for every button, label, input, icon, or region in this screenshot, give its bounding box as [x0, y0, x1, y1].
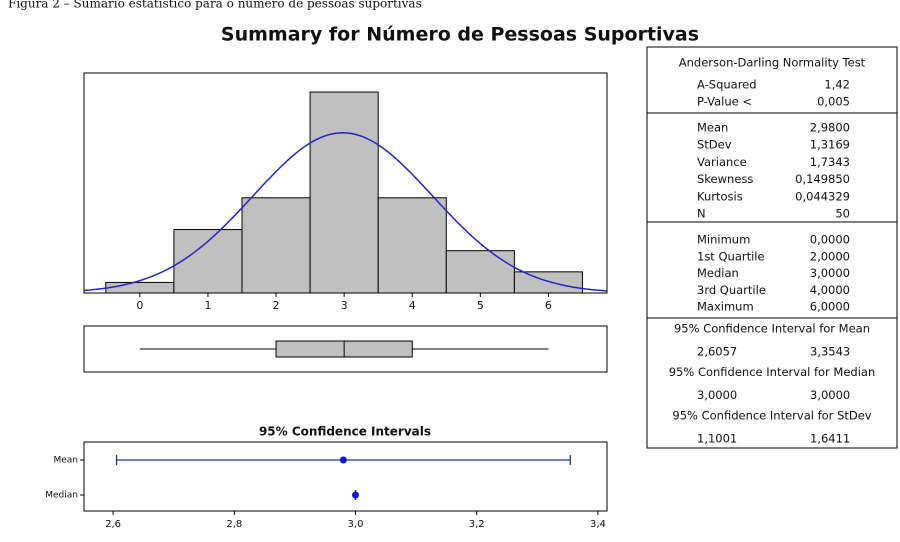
stat-name: Variance [697, 155, 747, 169]
stat-name: A-Squared [697, 78, 757, 92]
stat-value: 0,0000 [810, 233, 850, 247]
stat-name: Median [697, 266, 739, 280]
stat-name: 1st Quartile [697, 249, 765, 263]
stat-name: Mean [697, 121, 728, 135]
x-tick-label: 2 [273, 299, 280, 312]
normal-curve [83, 132, 608, 292]
bar [105, 281, 175, 294]
bar [173, 229, 243, 294]
x-tick-label: 6 [545, 299, 552, 312]
stat-value: 2,9800 [810, 121, 850, 135]
stat-value: 2,0000 [810, 249, 850, 263]
stat-value: 0,044329 [795, 189, 850, 203]
interval-upper: 3,3543 [810, 345, 850, 359]
interval-lower: 2,6057 [697, 345, 737, 359]
x-tick-label: 3,4 [590, 519, 606, 530]
bar [309, 91, 379, 294]
stat-name: Skewness [697, 172, 753, 186]
interval-upper: 1,6411 [810, 432, 850, 446]
x-tick-label: 2,6 [105, 519, 121, 530]
stat-value: 6,0000 [810, 300, 850, 314]
x-tick-label: 5 [477, 299, 484, 312]
stat-name: 3rd Quartile [697, 283, 766, 297]
stat-value: 0,005 [817, 95, 850, 109]
stat-value: 1,3169 [810, 138, 850, 152]
stat-value: 50 [835, 207, 850, 221]
interval-lower: 1,1001 [697, 432, 737, 446]
interval-upper: 3,0000 [810, 388, 850, 402]
bar [445, 250, 515, 294]
stat-name: Maximum [697, 300, 754, 314]
boxplot-frame [83, 325, 608, 373]
stat-name: Kurtosis [697, 189, 743, 203]
x-tick-label: 3,2 [469, 519, 485, 530]
interval-title: 95% Confidence Interval for Mean [674, 322, 870, 336]
x-tick-label: 3 [341, 299, 348, 312]
ci-title: 95% Confidence Intervals [259, 425, 431, 439]
ci-frame [83, 441, 608, 512]
stat-name: P-Value < [697, 95, 752, 109]
stat-value: 4,0000 [810, 283, 850, 297]
x-tick-label: 0 [136, 299, 143, 312]
stats-table [646, 46, 898, 449]
x-tick-label: 4 [409, 299, 416, 312]
chart-title: Summary for Número de Pessoas Suportivas [221, 24, 699, 46]
interval-title: 95% Confidence Interval for Median [669, 365, 876, 379]
stat-name: StDev [697, 138, 732, 152]
stat-name: Minimum [697, 233, 750, 247]
stat-value: 0,149850 [795, 172, 850, 186]
caption: Figura 2 – Sumário estatístico para o nú… [8, 0, 422, 11]
ci-point [339, 456, 347, 464]
stat-value: 1,42 [824, 78, 850, 92]
interval-title: 95% Confidence Interval for StDev [672, 409, 871, 423]
interval-lower: 3,0000 [697, 388, 737, 402]
x-tick-label: 1 [204, 299, 211, 312]
y-tick-label: Median [45, 491, 78, 501]
bar [241, 197, 311, 294]
y-tick-label: Mean [53, 456, 78, 466]
x-tick-label: 2,8 [226, 519, 242, 530]
stat-value: 3,0000 [810, 266, 850, 280]
table-header: Anderson-Darling Normality Test [679, 56, 866, 70]
x-tick-label: 3,0 [348, 519, 364, 530]
stat-name: N [697, 207, 706, 221]
stat-value: 1,7343 [810, 155, 850, 169]
bar [513, 271, 583, 294]
bar [377, 197, 447, 294]
ci-point [351, 491, 359, 499]
